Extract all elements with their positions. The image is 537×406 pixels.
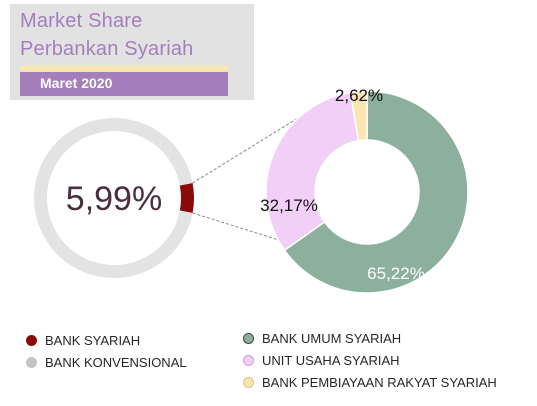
legend-swatch-bank-pembiayaan-rakyat-syariah <box>243 377 254 388</box>
connector-lines <box>192 117 299 241</box>
chart-canvas: 5,99% 65,22% 32,17% 2,62% <box>34 86 469 294</box>
chart-title-line2: Perbankan Syariah <box>20 38 194 60</box>
legend-swatch-unit-usaha-syariah <box>243 355 254 366</box>
legend-label-unit-usaha-syariah: UNIT USAHA SYARIAH <box>262 353 400 368</box>
subtitle-bar: Maret 2020 <box>20 72 228 96</box>
left-donut-chart <box>34 118 195 279</box>
data-label-unit-usaha-syariah: 32,17% <box>260 196 318 215</box>
data-label-bank-umum-syariah: 65,22% <box>367 264 425 283</box>
legend-swatch-bank-syariah <box>26 335 37 346</box>
chart-title-line1: Market Share <box>20 10 143 32</box>
slice-bank-umum-syariah <box>283 90 469 294</box>
legend-right: BANK UMUM SYARIAH UNIT USAHA SYARIAH BAN… <box>243 331 497 390</box>
connector-line-bottom <box>192 212 279 241</box>
legend-item-bank-pembiayaan-rakyat-syariah: BANK PEMBIAYAAN RAKYAT SYARIAH <box>243 375 497 390</box>
legend-item-bank-umum-syariah: BANK UMUM SYARIAH <box>243 331 497 346</box>
data-labels: 5,99% 65,22% 32,17% 2,62% <box>66 86 425 283</box>
slice-unit-usaha-syariah <box>265 91 360 252</box>
legend-item-bank-konvensional: BANK KONVENSIONAL <box>26 355 187 370</box>
data-label-bank-pembiayaan-rakyat-syariah: 2,62% <box>335 86 383 105</box>
legend-label-bank-umum-syariah: BANK UMUM SYARIAH <box>262 331 402 346</box>
slice-bank-pembiayaan-rakyat-syariah <box>349 90 368 142</box>
legend-left: BANK SYARIAH BANK KONVENSIONAL <box>26 333 187 370</box>
legend-swatch-bank-konvensional <box>26 357 37 368</box>
legend-swatch-bank-umum-syariah <box>243 333 254 344</box>
legend-item-bank-syariah: BANK SYARIAH <box>26 333 187 348</box>
title-box: Market Share Perbankan Syariah Maret 202… <box>10 4 254 100</box>
chart-subtitle: Maret 2020 <box>40 75 113 91</box>
connector-line-top <box>192 117 299 184</box>
slice-bank-syariah <box>179 183 195 213</box>
legend-item-unit-usaha-syariah: UNIT USAHA SYARIAH <box>243 353 497 368</box>
right-donut-chart <box>265 90 469 294</box>
data-label-bank-syariah: 5,99% <box>66 180 162 218</box>
title-accent-bar <box>20 66 228 71</box>
legend-label-bank-syariah: BANK SYARIAH <box>45 333 141 348</box>
legend-label-bank-pembiayaan-rakyat-syariah: BANK PEMBIAYAAN RAKYAT SYARIAH <box>262 375 497 390</box>
legend-label-bank-konvensional: BANK KONVENSIONAL <box>45 355 187 370</box>
